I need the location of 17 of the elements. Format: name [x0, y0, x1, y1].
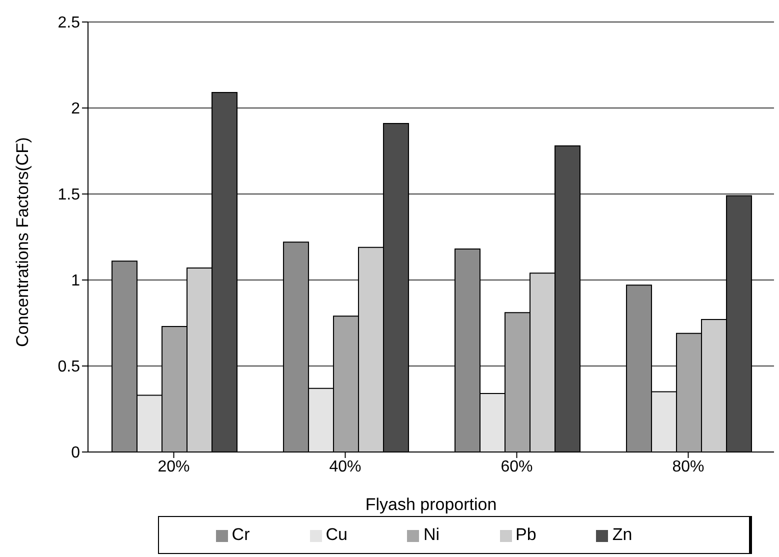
x-tick-label: 60% [500, 458, 533, 476]
y-tick-label: 0 [71, 444, 80, 462]
y-axis-title: Concentrations Factors(CF) [13, 137, 32, 347]
y-tick-label: 1 [71, 272, 80, 290]
y-tick-label: 2 [71, 100, 80, 118]
x-tick-label: 40% [329, 458, 362, 476]
x-axis-title: Flyash proportion [365, 495, 497, 514]
legend-label: Cr [232, 525, 250, 544]
legend-label: Pb [516, 525, 536, 544]
legend-label: Zn [612, 525, 632, 544]
x-tick-label: 20% [158, 458, 190, 476]
x-tick-label: 80% [672, 458, 704, 476]
legend-label: Ni [423, 525, 440, 544]
y-tick-label: 2.5 [58, 14, 80, 32]
legend-label: Cu [326, 525, 348, 544]
y-tick-label: 1.5 [58, 186, 80, 204]
y-tick-label: 0.5 [58, 358, 80, 376]
